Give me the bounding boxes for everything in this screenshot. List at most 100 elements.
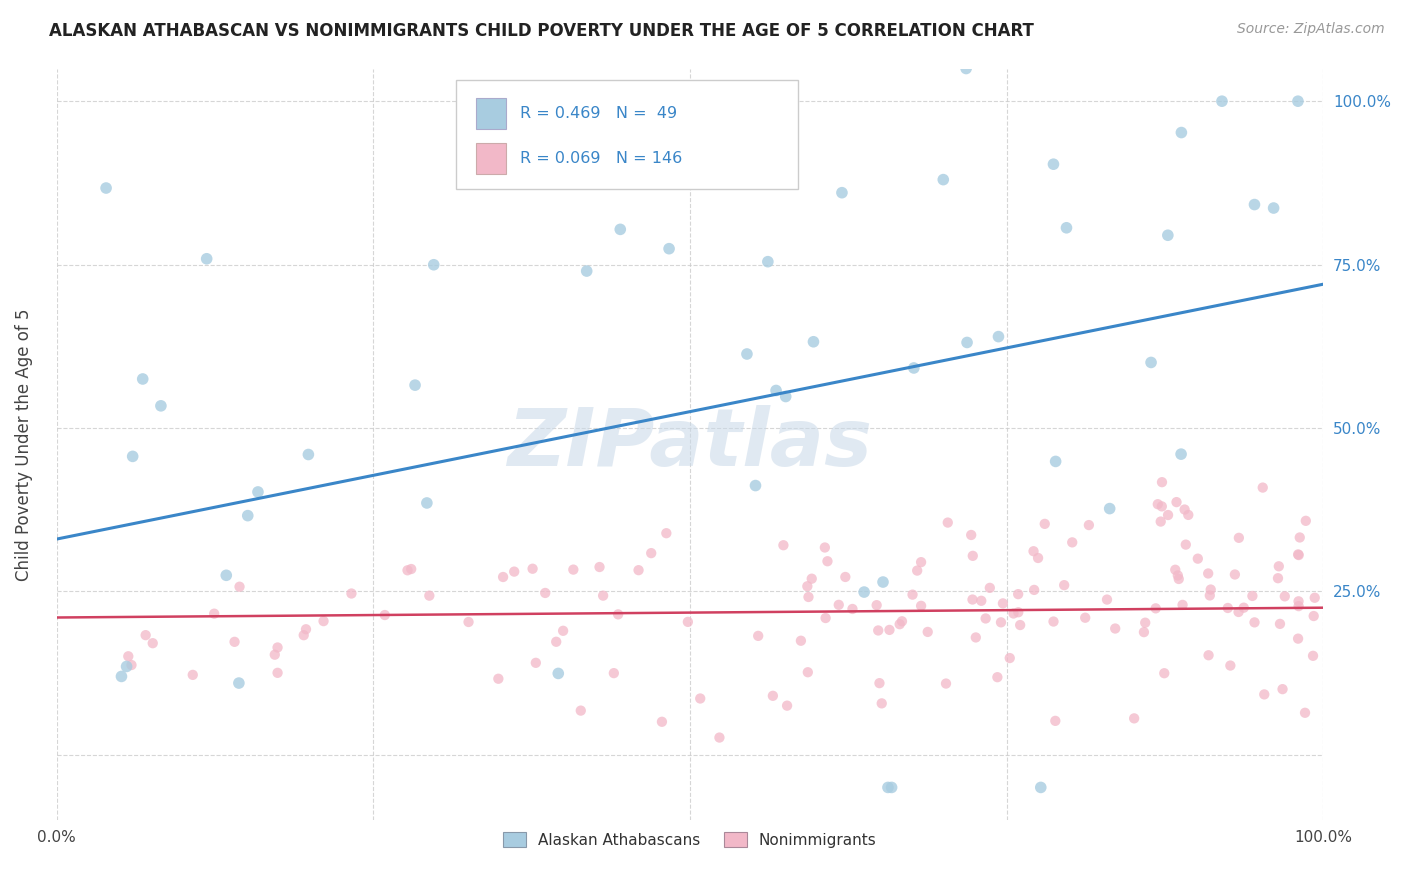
Point xyxy=(935,676,957,690)
Point xyxy=(492,570,515,584)
Point xyxy=(295,622,318,636)
Point xyxy=(1288,531,1310,545)
Point xyxy=(224,635,246,649)
Point xyxy=(1053,578,1076,592)
Point xyxy=(1286,548,1309,562)
Point xyxy=(503,565,526,579)
Point xyxy=(1171,598,1194,612)
Point xyxy=(1045,714,1067,728)
Point xyxy=(990,615,1012,630)
Point xyxy=(1170,126,1192,140)
Point xyxy=(1033,516,1056,531)
Point xyxy=(396,563,419,577)
Point xyxy=(404,378,426,392)
Point xyxy=(609,222,631,236)
Point xyxy=(121,450,143,464)
Point xyxy=(1150,475,1173,490)
FancyBboxPatch shape xyxy=(475,143,506,175)
Point xyxy=(117,649,139,664)
Point xyxy=(1197,566,1219,581)
Text: ZIPatlas: ZIPatlas xyxy=(508,405,873,483)
Point xyxy=(868,624,890,638)
Point xyxy=(1010,618,1032,632)
Point xyxy=(932,172,955,186)
Point xyxy=(1268,559,1291,574)
Point xyxy=(1288,548,1310,562)
Point xyxy=(797,590,820,604)
Point xyxy=(1303,591,1326,605)
Text: R = 0.069   N = 146: R = 0.069 N = 146 xyxy=(520,152,682,166)
Point xyxy=(202,607,225,621)
Point xyxy=(374,607,396,622)
Point xyxy=(1007,605,1029,619)
Point xyxy=(422,258,444,272)
Point xyxy=(1274,590,1296,604)
Point xyxy=(499,106,522,120)
Point xyxy=(1157,228,1180,243)
Point xyxy=(814,611,837,625)
Point xyxy=(547,666,569,681)
Point xyxy=(1187,551,1209,566)
Point xyxy=(1288,594,1310,608)
Point xyxy=(1286,632,1309,646)
Point xyxy=(796,579,818,593)
Point xyxy=(1198,648,1220,663)
Point xyxy=(797,665,820,680)
Point xyxy=(1174,502,1197,516)
Point xyxy=(1211,94,1233,108)
Point xyxy=(991,596,1014,610)
Point xyxy=(1286,94,1309,108)
Point xyxy=(1024,582,1046,597)
Point xyxy=(1002,607,1025,621)
Point xyxy=(1042,615,1064,629)
Point xyxy=(1164,563,1187,577)
Point xyxy=(142,636,165,650)
Point xyxy=(534,586,557,600)
Point xyxy=(195,252,218,266)
Point xyxy=(263,648,285,662)
Point xyxy=(1177,508,1199,522)
Point xyxy=(817,554,839,568)
Text: R = 0.469   N =  49: R = 0.469 N = 49 xyxy=(520,106,678,121)
Point xyxy=(917,624,939,639)
Point xyxy=(965,631,987,645)
Point xyxy=(1042,157,1064,171)
Point xyxy=(910,599,932,613)
Point xyxy=(1267,571,1289,585)
Point xyxy=(1144,601,1167,615)
Point xyxy=(266,665,288,680)
Point xyxy=(866,598,889,612)
Point xyxy=(800,572,823,586)
Point xyxy=(640,546,662,560)
Point xyxy=(569,704,592,718)
Point xyxy=(974,611,997,625)
Point xyxy=(522,562,544,576)
Point xyxy=(1167,572,1189,586)
Point xyxy=(962,592,984,607)
Point xyxy=(1253,687,1275,701)
Point xyxy=(880,780,903,795)
Point xyxy=(658,242,681,256)
Point xyxy=(603,666,626,681)
Point xyxy=(546,634,568,648)
Point xyxy=(1007,587,1029,601)
Point xyxy=(266,640,288,655)
Point xyxy=(1133,625,1156,640)
Legend: Alaskan Athabascans, Nonimmigrants: Alaskan Athabascans, Nonimmigrants xyxy=(498,826,883,854)
Point xyxy=(292,628,315,642)
Point xyxy=(735,347,758,361)
Point xyxy=(1123,711,1146,725)
Point xyxy=(828,598,851,612)
Point xyxy=(870,697,893,711)
Point xyxy=(910,555,932,569)
Point xyxy=(1170,447,1192,461)
Point xyxy=(1243,197,1265,211)
Point xyxy=(814,541,837,555)
Point xyxy=(1045,454,1067,468)
Point xyxy=(1135,615,1157,630)
Point xyxy=(627,563,650,577)
Point xyxy=(1026,551,1049,566)
Point xyxy=(962,549,984,563)
Point xyxy=(1140,355,1163,369)
Point xyxy=(903,361,925,376)
